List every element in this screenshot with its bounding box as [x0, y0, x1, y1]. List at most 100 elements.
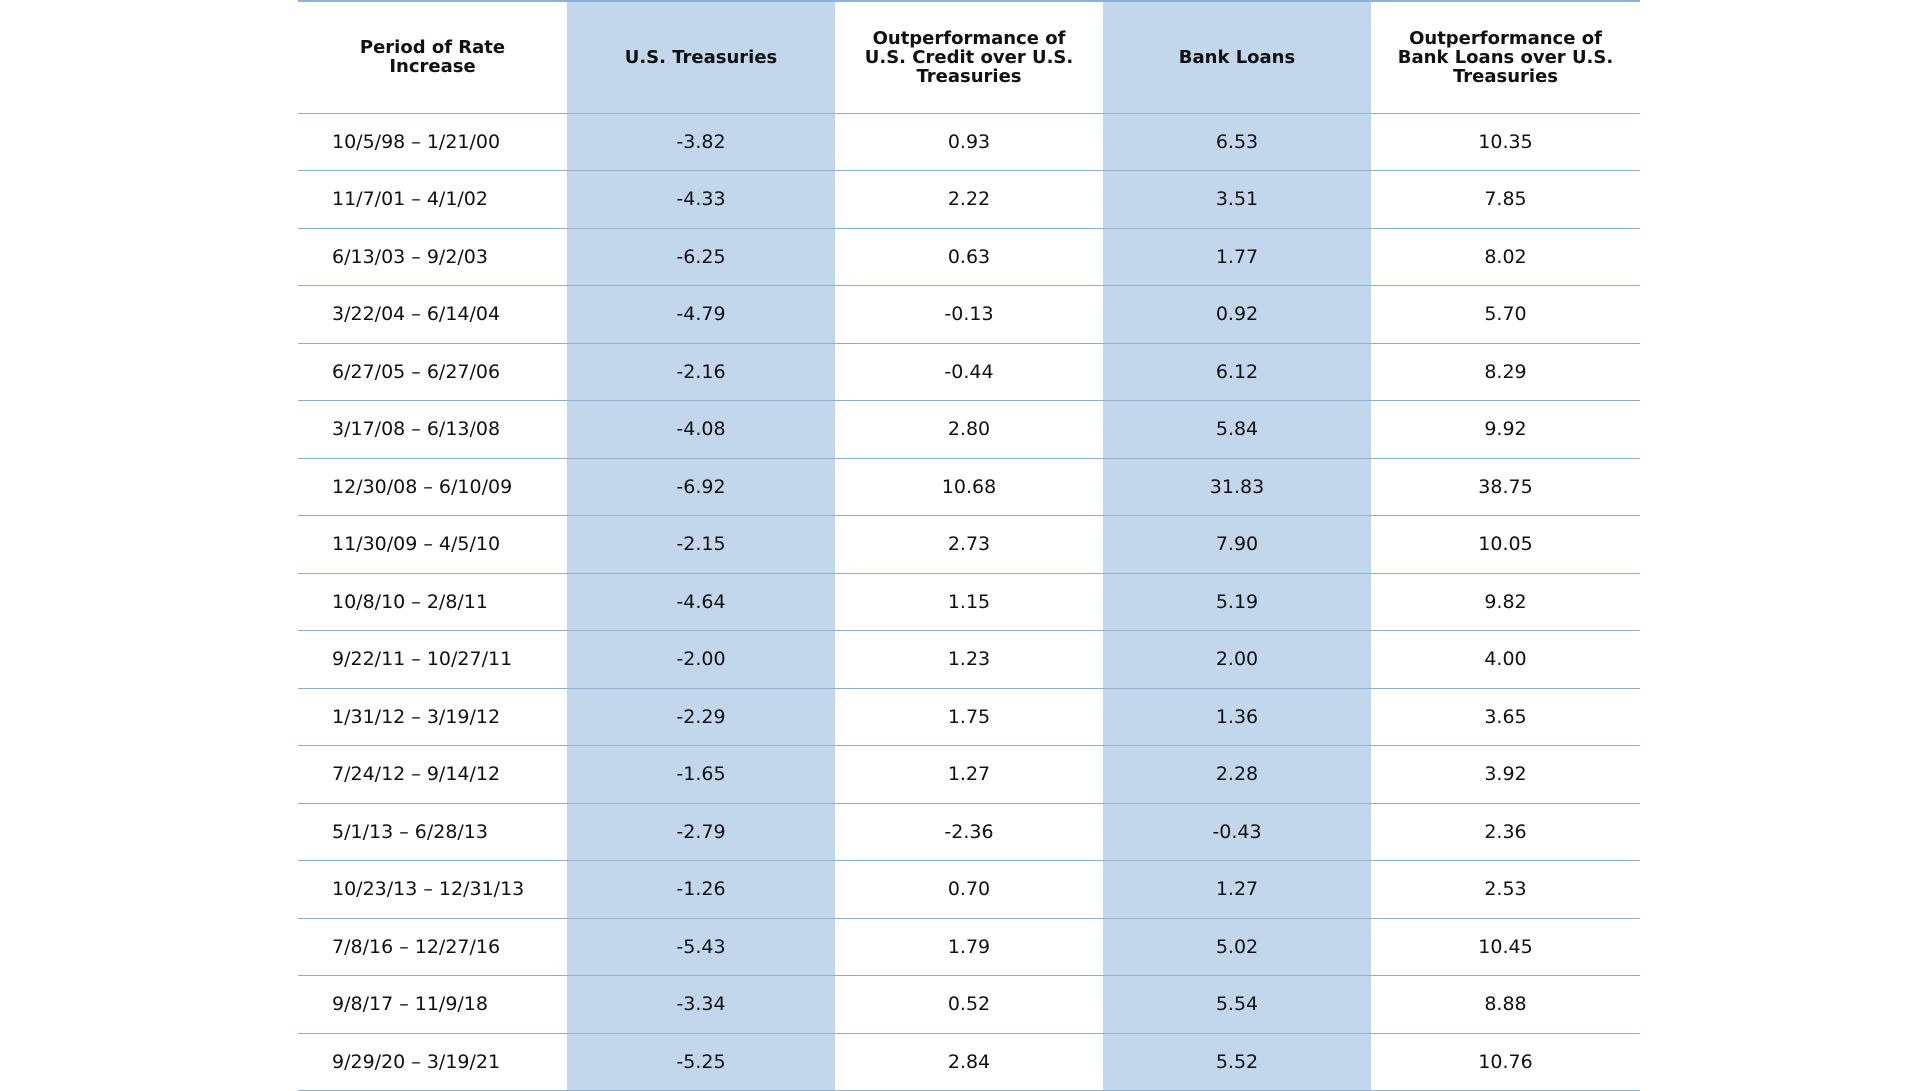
cell-us-treasuries: -2.15 — [567, 515, 835, 574]
cell-period: 9/29/20 – 3/19/21 — [298, 1033, 567, 1091]
header-row: Period of Rate Increase U.S. Treasuries … — [298, 0, 1640, 114]
cell-credit-outperformance: 1.15 — [835, 573, 1103, 631]
cell-credit-outperformance: 1.23 — [835, 630, 1103, 689]
cell-bank-loans: 2.28 — [1103, 745, 1371, 804]
table-row: 11/7/01 – 4/1/02 -4.33 2.22 3.51 7.85 — [298, 170, 1640, 229]
cell-us-treasuries: -3.82 — [567, 113, 835, 171]
cell-period: 3/22/04 – 6/14/04 — [298, 285, 567, 344]
column-header-bank-loans-outperformance: Outperformance of Bank Loans over U.S. T… — [1371, 0, 1640, 114]
column-header-credit-outperformance: Outperformance of U.S. Credit over U.S. … — [835, 0, 1103, 114]
cell-us-treasuries: -2.16 — [567, 343, 835, 401]
cell-period: 7/8/16 – 12/27/16 — [298, 918, 567, 976]
rate-increase-table-container: Period of Rate Increase U.S. Treasuries … — [298, 0, 1640, 1091]
cell-us-treasuries: -1.26 — [567, 860, 835, 919]
cell-period: 7/24/12 – 9/14/12 — [298, 745, 567, 804]
column-header-bank-loans: Bank Loans — [1103, 0, 1371, 114]
cell-bank-loans-outperformance: 4.00 — [1371, 630, 1640, 689]
cell-us-treasuries: -6.25 — [567, 228, 835, 286]
cell-credit-outperformance: 2.73 — [835, 515, 1103, 574]
cell-us-treasuries: -5.25 — [567, 1033, 835, 1091]
table-row: 10/5/98 – 1/21/00 -3.82 0.93 6.53 10.35 — [298, 113, 1640, 171]
cell-credit-outperformance: 0.70 — [835, 860, 1103, 919]
table-row: 11/30/09 – 4/5/10 -2.15 2.73 7.90 10.05 — [298, 515, 1640, 574]
cell-bank-loans: 2.00 — [1103, 630, 1371, 689]
cell-us-treasuries: -4.64 — [567, 573, 835, 631]
cell-bank-loans: 1.36 — [1103, 688, 1371, 746]
cell-us-treasuries: -4.33 — [567, 170, 835, 229]
cell-credit-outperformance: -2.36 — [835, 803, 1103, 861]
cell-bank-loans: 0.92 — [1103, 285, 1371, 344]
cell-bank-loans-outperformance: 9.82 — [1371, 573, 1640, 631]
column-header-us-treasuries: U.S. Treasuries — [567, 0, 835, 114]
cell-period: 1/31/12 – 3/19/12 — [298, 688, 567, 746]
cell-bank-loans: 5.84 — [1103, 400, 1371, 459]
cell-bank-loans: 7.90 — [1103, 515, 1371, 574]
cell-period: 3/17/08 – 6/13/08 — [298, 400, 567, 459]
cell-bank-loans: 6.53 — [1103, 113, 1371, 171]
rate-increase-table: Period of Rate Increase U.S. Treasuries … — [298, 0, 1640, 1091]
cell-credit-outperformance: 0.63 — [835, 228, 1103, 286]
table-body: 10/5/98 – 1/21/00 -3.82 0.93 6.53 10.35 11/7/… — [298, 113, 1640, 1091]
cell-us-treasuries: -6.92 — [567, 458, 835, 516]
cell-credit-outperformance: 1.79 — [835, 918, 1103, 976]
cell-credit-outperformance: 1.75 — [835, 688, 1103, 746]
cell-bank-loans: 3.51 — [1103, 170, 1371, 229]
table-row: 1/31/12 – 3/19/12 -2.29 1.75 1.36 3.65 — [298, 688, 1640, 746]
cell-us-treasuries: -2.29 — [567, 688, 835, 746]
cell-bank-loans-outperformance: 8.88 — [1371, 975, 1640, 1034]
table-row: 9/29/20 – 3/19/21 -5.25 2.84 5.52 10.76 — [298, 1033, 1640, 1091]
table-row: 6/13/03 – 9/2/03 -6.25 0.63 1.77 8.02 — [298, 228, 1640, 286]
cell-us-treasuries: -2.00 — [567, 630, 835, 689]
cell-bank-loans: 5.02 — [1103, 918, 1371, 976]
table-row: 6/27/05 – 6/27/06 -2.16 -0.44 6.12 8.29 — [298, 343, 1640, 401]
cell-period: 12/30/08 – 6/10/09 — [298, 458, 567, 516]
cell-period: 6/13/03 – 9/2/03 — [298, 228, 567, 286]
cell-bank-loans-outperformance: 2.53 — [1371, 860, 1640, 919]
cell-credit-outperformance: 2.80 — [835, 400, 1103, 459]
cell-credit-outperformance: 2.22 — [835, 170, 1103, 229]
table-row: 10/8/10 – 2/8/11 -4.64 1.15 5.19 9.82 — [298, 573, 1640, 631]
cell-bank-loans: 1.77 — [1103, 228, 1371, 286]
cell-period: 11/30/09 – 4/5/10 — [298, 515, 567, 574]
cell-bank-loans: 1.27 — [1103, 860, 1371, 919]
cell-us-treasuries: -2.79 — [567, 803, 835, 861]
cell-bank-loans: -0.43 — [1103, 803, 1371, 861]
cell-period: 9/8/17 – 11/9/18 — [298, 975, 567, 1034]
cell-us-treasuries: -1.65 — [567, 745, 835, 804]
table-row: 12/30/08 – 6/10/09 -6.92 10.68 31.83 38.75 — [298, 458, 1640, 516]
cell-bank-loans-outperformance: 5.70 — [1371, 285, 1640, 344]
cell-bank-loans-outperformance: 38.75 — [1371, 458, 1640, 516]
table-row: 7/24/12 – 9/14/12 -1.65 1.27 2.28 3.92 — [298, 745, 1640, 804]
cell-bank-loans-outperformance: 8.29 — [1371, 343, 1640, 401]
cell-credit-outperformance: 1.27 — [835, 745, 1103, 804]
cell-period: 10/5/98 – 1/21/00 — [298, 113, 567, 171]
cell-us-treasuries: -4.08 — [567, 400, 835, 459]
table-row: 9/8/17 – 11/9/18 -3.34 0.52 5.54 8.88 — [298, 975, 1640, 1034]
cell-period: 6/27/05 – 6/27/06 — [298, 343, 567, 401]
table-row: 7/8/16 – 12/27/16 -5.43 1.79 5.02 10.45 — [298, 918, 1640, 976]
cell-bank-loans-outperformance: 10.45 — [1371, 918, 1640, 976]
cell-period: 9/22/11 – 10/27/11 — [298, 630, 567, 689]
cell-bank-loans-outperformance: 9.92 — [1371, 400, 1640, 459]
cell-credit-outperformance: 0.93 — [835, 113, 1103, 171]
cell-period: 5/1/13 – 6/28/13 — [298, 803, 567, 861]
cell-bank-loans-outperformance: 7.85 — [1371, 170, 1640, 229]
cell-credit-outperformance: 0.52 — [835, 975, 1103, 1034]
cell-credit-outperformance: 2.84 — [835, 1033, 1103, 1091]
cell-credit-outperformance: 10.68 — [835, 458, 1103, 516]
table-row: 3/22/04 – 6/14/04 -4.79 -0.13 0.92 5.70 — [298, 285, 1640, 344]
table-row: 10/23/13 – 12/31/13 -1.26 0.70 1.27 2.53 — [298, 860, 1640, 919]
cell-bank-loans-outperformance: 10.05 — [1371, 515, 1640, 574]
cell-us-treasuries: -4.79 — [567, 285, 835, 344]
table-row: 5/1/13 – 6/28/13 -2.79 -2.36 -0.43 2.36 — [298, 803, 1640, 861]
cell-bank-loans: 31.83 — [1103, 458, 1371, 516]
cell-bank-loans: 5.54 — [1103, 975, 1371, 1034]
cell-us-treasuries: -5.43 — [567, 918, 835, 976]
cell-bank-loans-outperformance: 3.92 — [1371, 745, 1640, 804]
table-row: 9/22/11 – 10/27/11 -2.00 1.23 2.00 4.00 — [298, 630, 1640, 689]
cell-bank-loans: 5.19 — [1103, 573, 1371, 631]
cell-period: 11/7/01 – 4/1/02 — [298, 170, 567, 229]
cell-us-treasuries: -3.34 — [567, 975, 835, 1034]
cell-period: 10/8/10 – 2/8/11 — [298, 573, 567, 631]
column-header-period: Period of Rate Increase — [298, 0, 567, 114]
